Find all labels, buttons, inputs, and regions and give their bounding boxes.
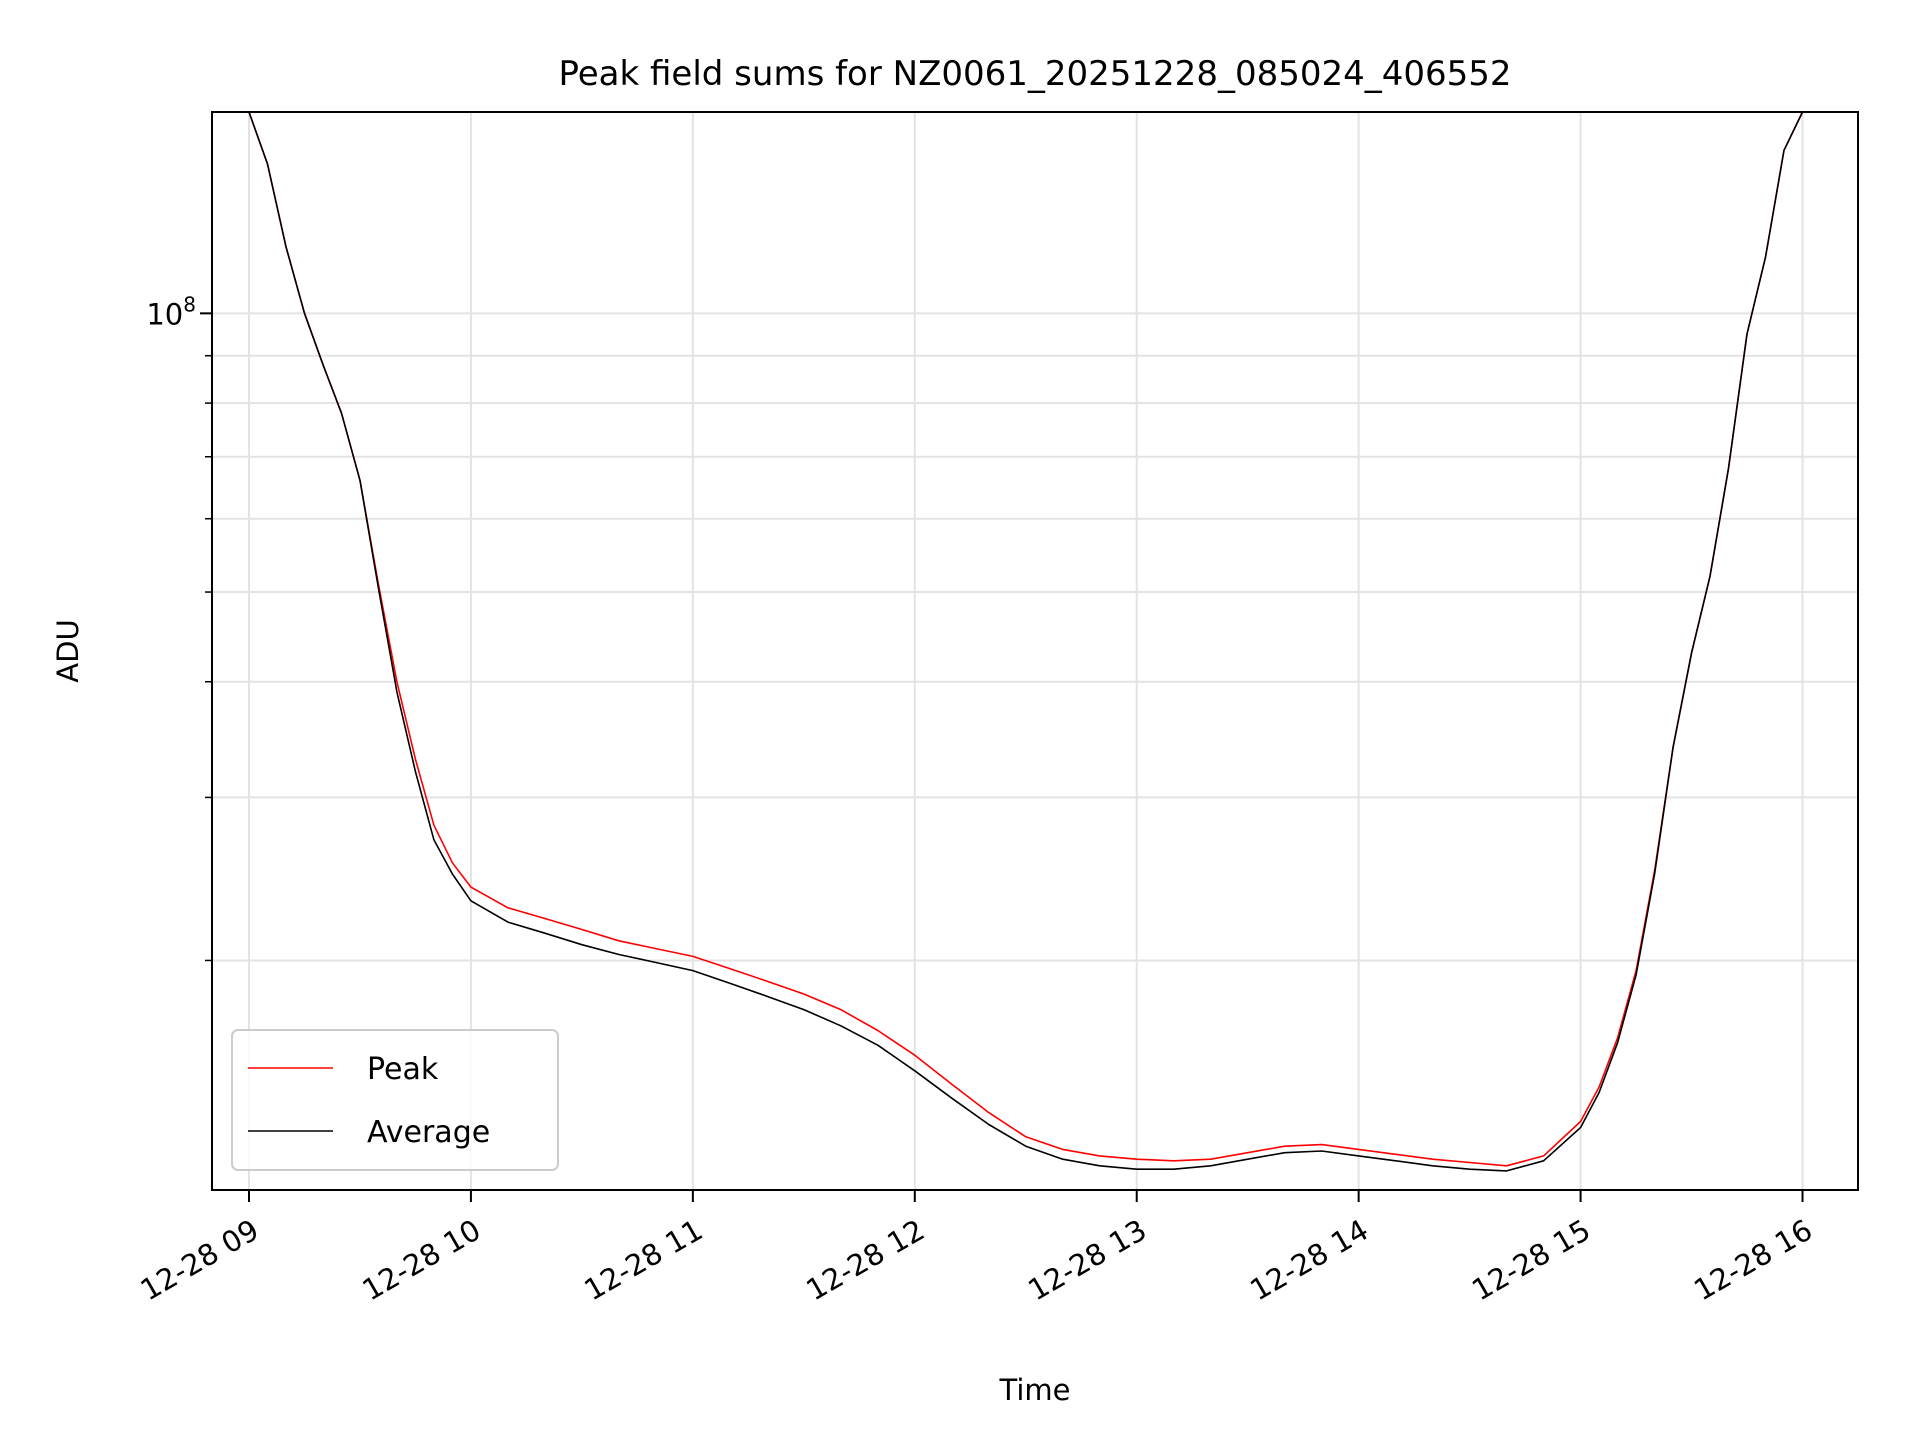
grid	[212, 112, 1858, 1190]
y-tick-label: 108	[146, 292, 196, 331]
legend: Peak Average	[231, 1029, 559, 1171]
chart-title: Peak field sums for NZ0061_20251228_0850…	[558, 54, 1511, 94]
x-axis-label: Time	[999, 1373, 1071, 1407]
legend-label-peak: Peak	[367, 1052, 439, 1087]
legend-box	[231, 1029, 559, 1171]
plot-frame	[211, 111, 1859, 1191]
series-line-average	[248, 111, 1804, 1172]
plot-series	[248, 111, 1804, 1172]
legend-label-average: Average	[367, 1115, 490, 1150]
y-axis-label: ADU	[51, 619, 85, 682]
